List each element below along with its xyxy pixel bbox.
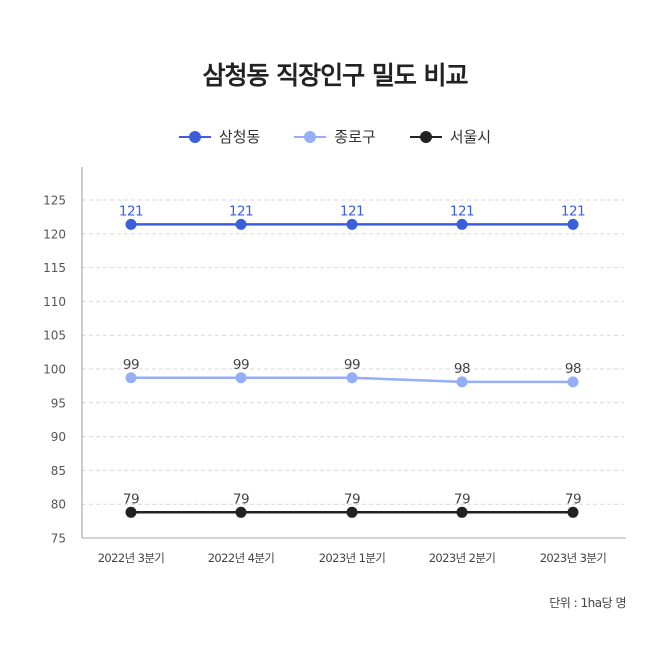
legend: 삼청동 종로구 서울시: [0, 126, 670, 147]
y-tick-label: 120: [43, 227, 66, 241]
data-label: 99: [123, 357, 139, 373]
legend-label: 종로구: [334, 128, 376, 146]
data-label: 99: [344, 357, 360, 373]
x-tick-label: 2023년 1분기: [319, 551, 386, 565]
y-tick-label: 105: [43, 329, 66, 343]
data-point[interactable]: [235, 372, 247, 384]
legend-item-seoul[interactable]: 서울시: [409, 126, 492, 147]
data-label: 98: [454, 361, 470, 377]
legend-item-samcheong[interactable]: 삼청동: [178, 126, 261, 147]
data-label: 121: [340, 203, 364, 219]
data-point[interactable]: [235, 506, 247, 518]
legend-item-jongno[interactable]: 종로구: [294, 126, 376, 147]
x-tick-label: 2022년 4분기: [208, 551, 275, 565]
legend-label: 서울시: [449, 128, 492, 146]
data-label: 79: [344, 491, 360, 507]
data-point[interactable]: [346, 218, 358, 230]
unit-note: 단위 : 1ha당 명: [549, 596, 626, 610]
data-point[interactable]: [235, 218, 247, 230]
data-point[interactable]: [346, 506, 358, 518]
x-tick-label: 2023년 3분기: [540, 551, 607, 565]
data-point[interactable]: [125, 372, 137, 384]
x-tick-label: 2022년 3분기: [98, 551, 165, 565]
data-point[interactable]: [567, 376, 579, 388]
data-point[interactable]: [456, 376, 468, 388]
data-label: 121: [450, 203, 474, 219]
data-point[interactable]: [125, 506, 137, 518]
data-label: 121: [561, 203, 585, 219]
legend-label: 삼청동: [218, 128, 261, 146]
y-tick-label: 125: [43, 194, 66, 208]
y-tick-label: 90: [51, 430, 66, 444]
data-point[interactable]: [567, 218, 579, 230]
data-point[interactable]: [125, 218, 137, 230]
line-marker-icon: [178, 130, 211, 143]
data-label: 99: [233, 357, 249, 373]
data-label: 98: [565, 361, 581, 377]
y-tick-label: 100: [43, 363, 66, 377]
line-marker-icon: [294, 130, 327, 143]
y-tick-label: 80: [51, 498, 66, 512]
data-point[interactable]: [456, 218, 468, 230]
y-tick-label: 75: [51, 532, 66, 546]
line-marker-icon: [409, 130, 442, 143]
chart-title: 삼청동 직장인구 밀도 비교: [202, 61, 468, 90]
data-label: 79: [123, 491, 139, 507]
x-tick-label: 2023년 2분기: [429, 551, 496, 565]
data-label: 79: [454, 491, 470, 507]
data-label: 121: [119, 203, 143, 219]
data-point[interactable]: [456, 506, 468, 518]
data-point[interactable]: [567, 506, 579, 518]
y-tick-label: 85: [51, 464, 66, 478]
data-label: 79: [565, 491, 581, 507]
y-tick-label: 115: [43, 261, 66, 275]
data-label: 121: [229, 203, 253, 219]
data-label: 79: [233, 491, 249, 507]
y-tick-label: 95: [51, 396, 66, 410]
data-point[interactable]: [346, 372, 358, 384]
y-tick-label: 110: [43, 295, 66, 309]
